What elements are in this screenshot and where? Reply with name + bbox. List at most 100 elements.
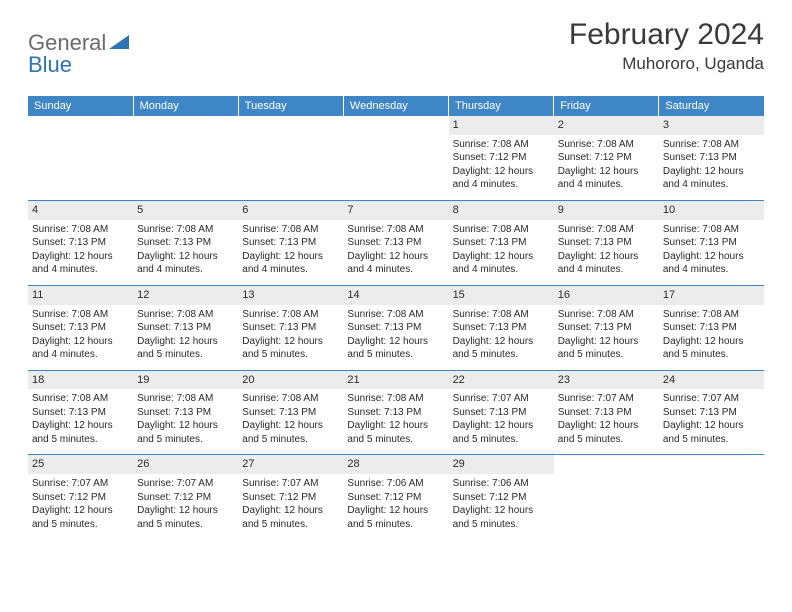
day-number: 14 [343,286,448,305]
calendar-day-cell: 19Sunrise: 7:08 AMSunset: 7:13 PMDayligh… [133,370,238,455]
day-info-line: and 5 minutes. [242,348,339,362]
day-info-line: Daylight: 12 hours [663,419,760,433]
day-info-line: and 5 minutes. [453,348,550,362]
day-info-line: Sunset: 7:13 PM [242,236,339,250]
day-info-line: Sunrise: 7:07 AM [242,477,339,491]
calendar-day-cell: 5Sunrise: 7:08 AMSunset: 7:13 PMDaylight… [133,200,238,285]
day-number: 24 [659,371,764,390]
calendar-day-cell: 13Sunrise: 7:08 AMSunset: 7:13 PMDayligh… [238,285,343,370]
calendar-day-cell: 15Sunrise: 7:08 AMSunset: 7:13 PMDayligh… [449,285,554,370]
day-info-line: Daylight: 12 hours [137,335,234,349]
day-info-line: Sunrise: 7:07 AM [663,392,760,406]
day-info-line: and 5 minutes. [453,518,550,532]
day-number: 18 [28,371,133,390]
day-info-line: and 5 minutes. [663,348,760,362]
day-number: 10 [659,201,764,220]
day-info-line: Sunset: 7:13 PM [453,236,550,250]
day-info-line: Sunset: 7:13 PM [558,236,655,250]
day-number: 3 [659,116,764,135]
day-info-line: Daylight: 12 hours [663,335,760,349]
calendar-body: 1Sunrise: 7:08 AMSunset: 7:12 PMDaylight… [28,116,764,539]
day-info-line: Sunrise: 7:07 AM [32,477,129,491]
calendar-day-cell [554,455,659,539]
day-info-line: Daylight: 12 hours [242,250,339,264]
calendar-day-cell: 26Sunrise: 7:07 AMSunset: 7:12 PMDayligh… [133,455,238,539]
day-info-line: and 4 minutes. [137,263,234,277]
day-info-line: Daylight: 12 hours [663,165,760,179]
weekday-header: Wednesday [343,96,448,116]
day-info-line: Daylight: 12 hours [347,504,444,518]
day-info-line: Sunrise: 7:08 AM [663,138,760,152]
calendar-day-cell: 28Sunrise: 7:06 AMSunset: 7:12 PMDayligh… [343,455,448,539]
logo-text-suffix: Blue [28,52,72,77]
day-info-line: Sunrise: 7:07 AM [453,392,550,406]
logo-triangle-icon [109,33,129,54]
day-info-line: Sunset: 7:12 PM [347,491,444,505]
calendar-day-cell: 16Sunrise: 7:08 AMSunset: 7:13 PMDayligh… [554,285,659,370]
day-info-line: Sunrise: 7:08 AM [137,392,234,406]
day-info-line: Sunset: 7:13 PM [663,151,760,165]
day-info-line: and 5 minutes. [663,433,760,447]
day-info-line: Daylight: 12 hours [453,335,550,349]
day-info-line: Sunset: 7:12 PM [453,151,550,165]
day-info-line: Daylight: 12 hours [242,335,339,349]
day-info-line: Sunset: 7:13 PM [137,406,234,420]
day-info-line: Sunrise: 7:07 AM [558,392,655,406]
day-info-line: Sunset: 7:13 PM [137,321,234,335]
day-info-line: Daylight: 12 hours [242,419,339,433]
day-number: 20 [238,371,343,390]
calendar-day-cell: 8Sunrise: 7:08 AMSunset: 7:13 PMDaylight… [449,200,554,285]
weekday-header: Sunday [28,96,133,116]
day-info-line: Sunset: 7:13 PM [32,321,129,335]
day-info-line: Sunset: 7:13 PM [32,236,129,250]
day-info-line: and 5 minutes. [558,348,655,362]
day-info-line: Daylight: 12 hours [558,250,655,264]
day-info-line: Daylight: 12 hours [453,504,550,518]
day-info-line: Sunrise: 7:08 AM [663,308,760,322]
day-number: 5 [133,201,238,220]
weekday-header: Saturday [659,96,764,116]
day-info-line: Sunrise: 7:08 AM [32,308,129,322]
day-number: 29 [449,455,554,474]
day-info-line: Sunset: 7:12 PM [137,491,234,505]
day-info-line: Daylight: 12 hours [347,335,444,349]
calendar-week-row: 4Sunrise: 7:08 AMSunset: 7:13 PMDaylight… [28,200,764,285]
day-number: 9 [554,201,659,220]
day-info-line: Sunrise: 7:08 AM [453,308,550,322]
day-info-line: Sunset: 7:13 PM [242,406,339,420]
day-number: 16 [554,286,659,305]
day-info-line: and 4 minutes. [558,263,655,277]
calendar-day-cell: 25Sunrise: 7:07 AMSunset: 7:12 PMDayligh… [28,455,133,539]
day-info-line: Sunset: 7:13 PM [347,236,444,250]
location-label: Muhororo, Uganda [569,54,764,74]
calendar-day-cell: 20Sunrise: 7:08 AMSunset: 7:13 PMDayligh… [238,370,343,455]
day-info-line: Sunset: 7:13 PM [347,406,444,420]
day-info-line: Sunrise: 7:08 AM [242,308,339,322]
day-info-line: Sunset: 7:13 PM [663,236,760,250]
calendar-day-cell: 7Sunrise: 7:08 AMSunset: 7:13 PMDaylight… [343,200,448,285]
day-info-line: Sunset: 7:12 PM [32,491,129,505]
day-info-line: Sunrise: 7:08 AM [137,308,234,322]
day-info-line: and 4 minutes. [242,263,339,277]
calendar-day-cell: 27Sunrise: 7:07 AMSunset: 7:12 PMDayligh… [238,455,343,539]
calendar-week-row: 18Sunrise: 7:08 AMSunset: 7:13 PMDayligh… [28,370,764,455]
calendar-week-row: 1Sunrise: 7:08 AMSunset: 7:12 PMDaylight… [28,116,764,200]
logo-suffix-wrap: Blue [28,52,72,78]
day-info-line: and 5 minutes. [453,433,550,447]
weekday-header: Monday [133,96,238,116]
day-info-line: Sunrise: 7:08 AM [242,223,339,237]
day-info-line: Sunrise: 7:08 AM [663,223,760,237]
day-info-line: Sunrise: 7:08 AM [558,223,655,237]
day-info-line: and 5 minutes. [137,433,234,447]
calendar-day-cell [133,116,238,200]
day-info-line: Sunrise: 7:08 AM [558,308,655,322]
day-info-line: Sunrise: 7:08 AM [347,308,444,322]
calendar-day-cell: 23Sunrise: 7:07 AMSunset: 7:13 PMDayligh… [554,370,659,455]
calendar-day-cell: 10Sunrise: 7:08 AMSunset: 7:13 PMDayligh… [659,200,764,285]
day-info-line: and 4 minutes. [32,348,129,362]
day-number: 13 [238,286,343,305]
day-info-line: Sunset: 7:13 PM [453,406,550,420]
day-info-line: and 4 minutes. [453,263,550,277]
calendar-day-cell: 1Sunrise: 7:08 AMSunset: 7:12 PMDaylight… [449,116,554,200]
calendar-day-cell: 4Sunrise: 7:08 AMSunset: 7:13 PMDaylight… [28,200,133,285]
